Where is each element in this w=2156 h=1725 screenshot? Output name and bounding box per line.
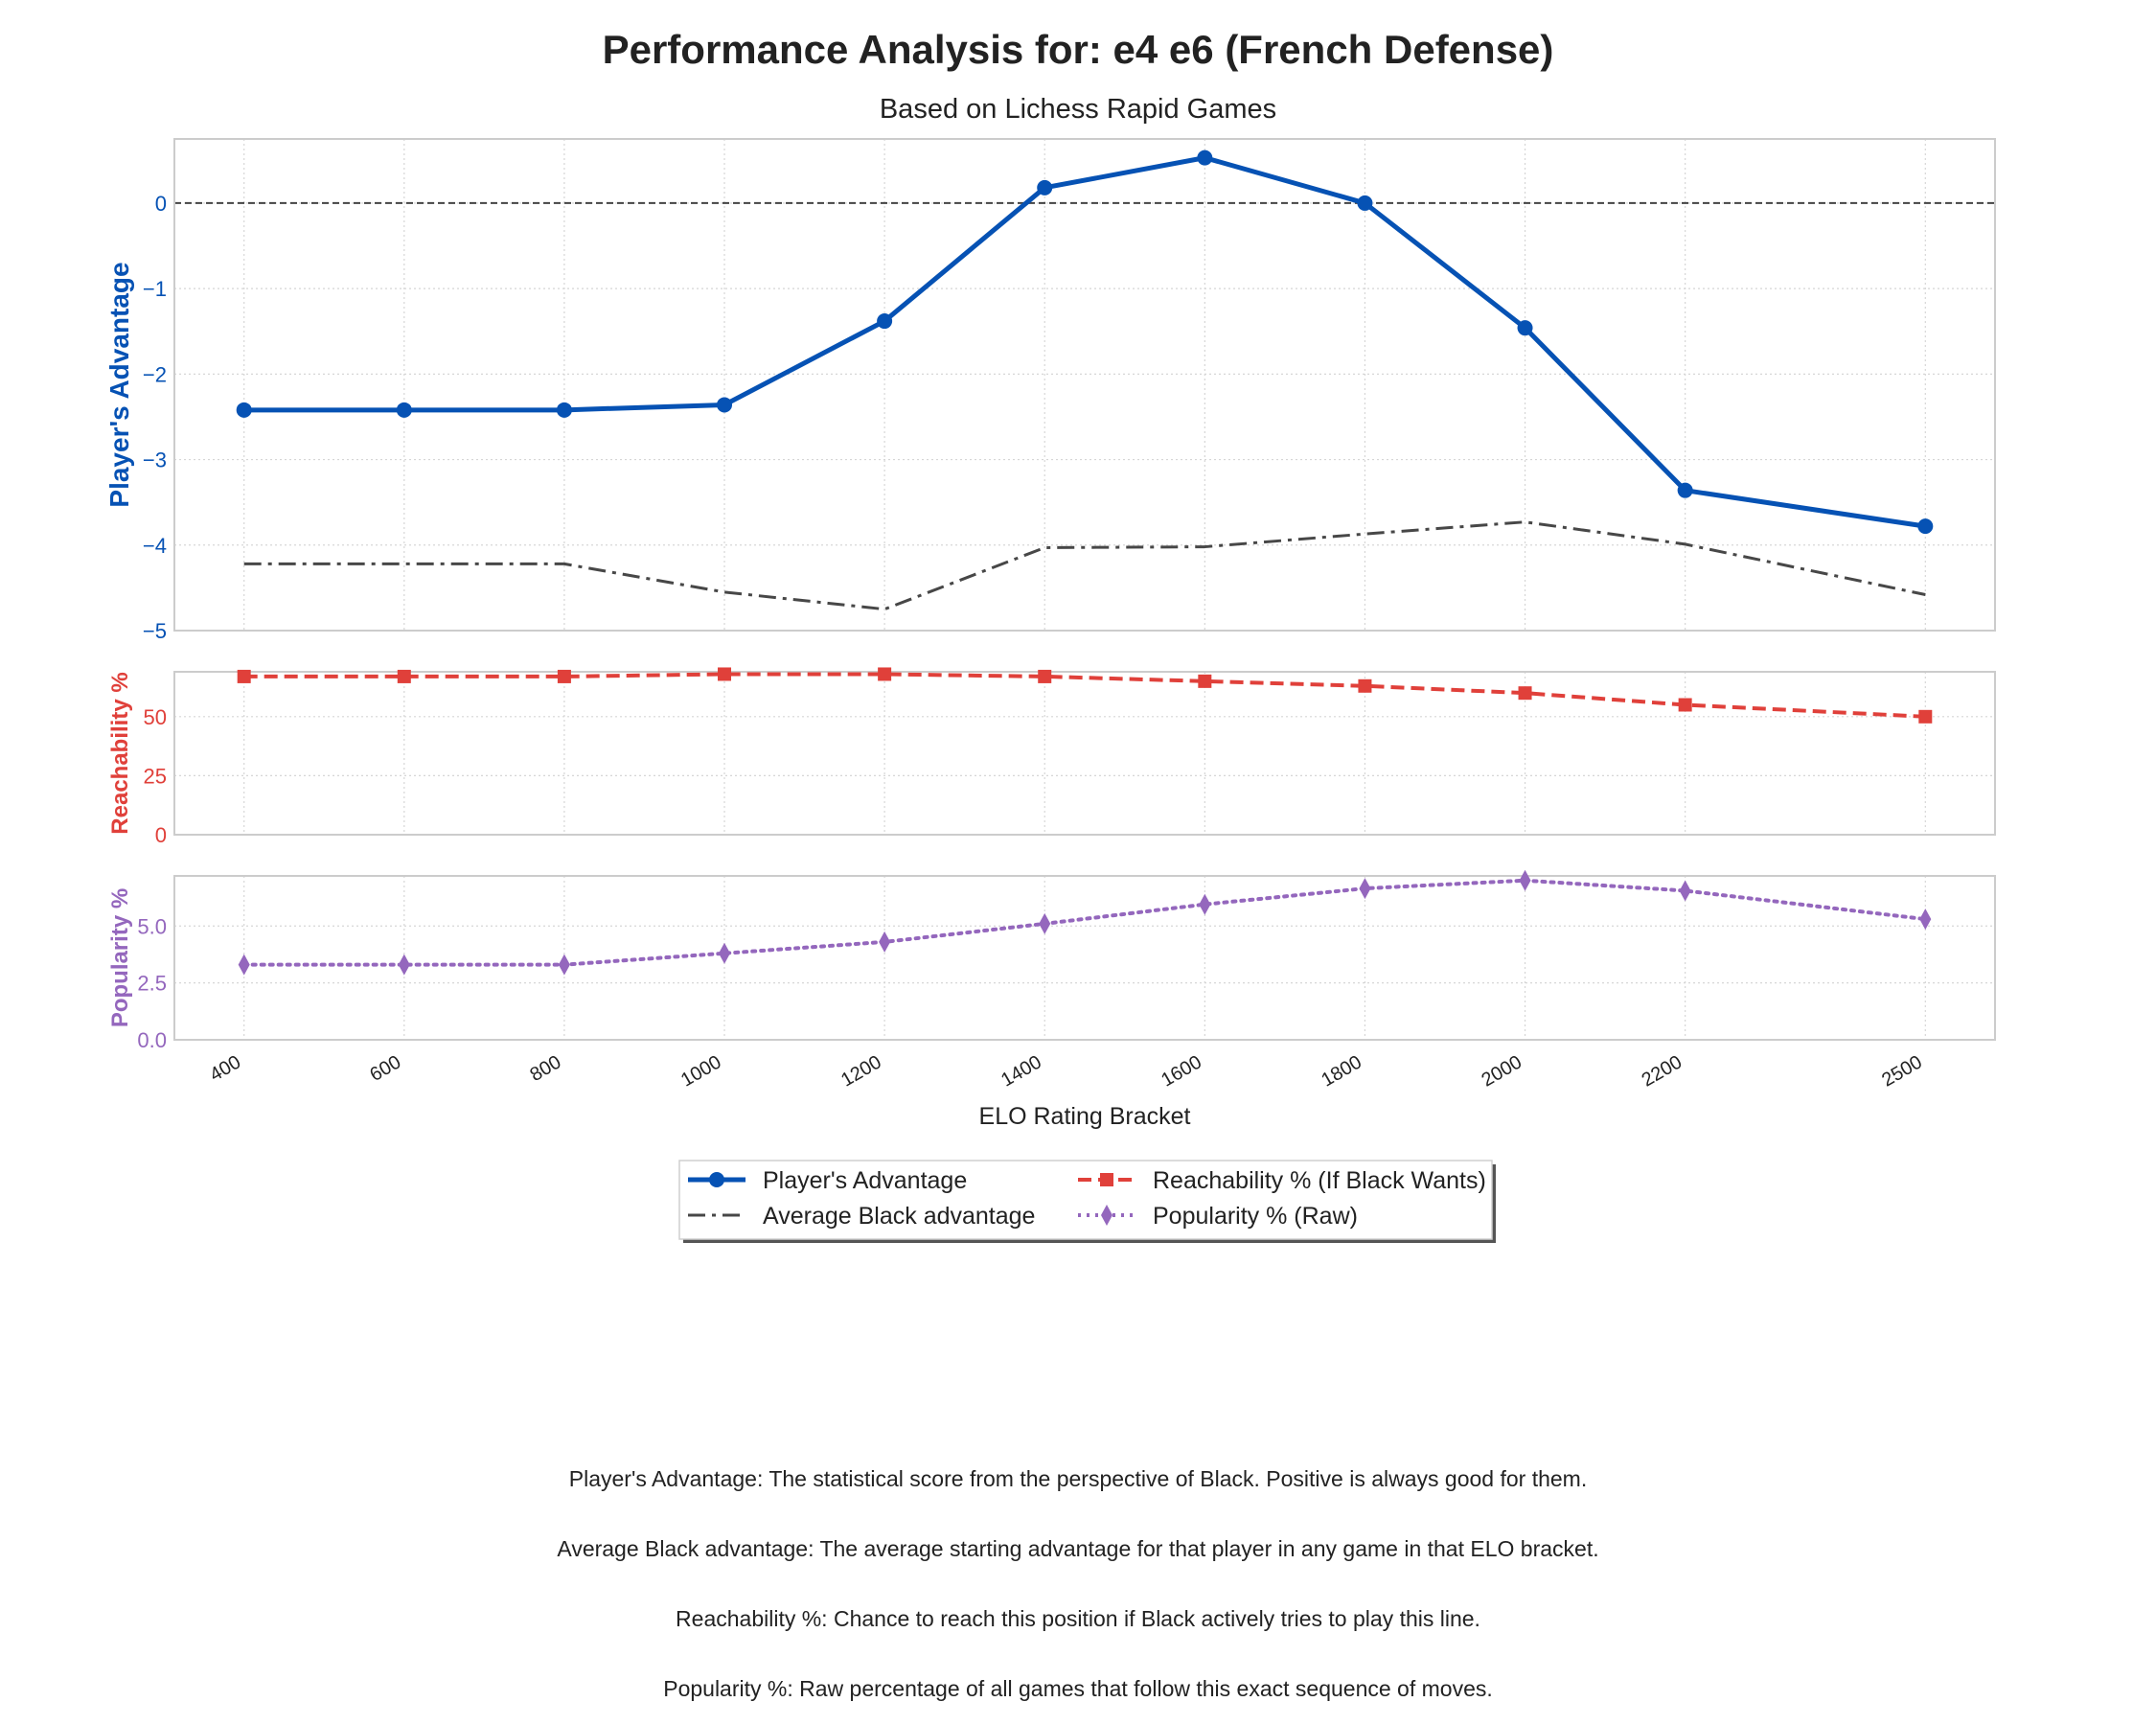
note-popularity: Popularity %: Raw percentage of all game… (663, 1676, 1493, 1701)
data-point (1357, 195, 1373, 211)
data-point (1039, 912, 1051, 934)
data-point (237, 669, 251, 683)
chart-subtitle: Based on Lichess Rapid Games (879, 94, 1277, 125)
x-tick-label: 400 (206, 1051, 244, 1086)
legend-marker (1101, 1205, 1112, 1226)
y-tick-label: −1 (143, 277, 167, 301)
plot-frame (173, 875, 1996, 1041)
data-point (556, 402, 572, 418)
data-point (1038, 669, 1052, 683)
data-point (719, 942, 731, 964)
data-point (1197, 150, 1213, 166)
data-point (1519, 869, 1531, 891)
x-tick-label: 2200 (1639, 1051, 1686, 1091)
note-players-advantage: Player's Advantage: The statistical scor… (568, 1466, 1588, 1491)
x-tick-label: 1800 (1318, 1051, 1365, 1091)
legend-label: Popularity % (Raw) (1153, 1203, 1358, 1230)
y-tick-label: 50 (144, 705, 167, 729)
data-point (878, 667, 892, 681)
legend-label: Average Black advantage (763, 1203, 1035, 1230)
data-point (557, 669, 571, 683)
plot-frame (173, 671, 1996, 836)
series-line (243, 520, 1926, 611)
x-tick-label: 1600 (1158, 1051, 1205, 1091)
series-line (243, 155, 1926, 529)
legend-label: Player's Advantage (763, 1167, 967, 1194)
y-tick-label: −2 (143, 362, 167, 386)
data-point (718, 667, 732, 681)
data-point (877, 313, 893, 330)
legend-label: Reachability % (If Black Wants) (1153, 1167, 1486, 1194)
plot-frame (173, 138, 1996, 632)
y-tick-label: 0 (155, 823, 167, 847)
data-point (717, 397, 733, 413)
data-point (1037, 179, 1053, 196)
data-point (1919, 908, 1932, 931)
legend-box (678, 1160, 1493, 1240)
x-tick-label: 800 (527, 1051, 565, 1086)
data-point (1677, 482, 1693, 498)
y-tick-label: 0.0 (137, 1028, 167, 1052)
data-point (1918, 709, 1933, 724)
data-point (236, 402, 252, 418)
y-axis-label: Popularity % (107, 888, 133, 1027)
y-tick-label: −3 (143, 448, 167, 472)
x-tick-label: 1400 (998, 1051, 1045, 1091)
data-point (1359, 878, 1371, 900)
x-axis-label: ELO Rating Bracket (979, 1103, 1191, 1130)
x-tick-label: 1000 (677, 1051, 725, 1091)
y-tick-label: −4 (143, 534, 167, 558)
x-tick-label: 2500 (1878, 1051, 1926, 1091)
data-point (396, 402, 412, 418)
y-tick-label: 25 (144, 764, 167, 788)
data-point (1199, 893, 1211, 915)
data-point (1679, 880, 1691, 902)
x-tick-label: 600 (366, 1051, 404, 1086)
legend-marker (709, 1172, 724, 1187)
data-point (558, 954, 570, 976)
legend: Player's Advantage Reachability % (If Bla… (678, 1160, 1496, 1243)
data-point (1198, 674, 1212, 688)
note-average-black-advantage: Average Black advantage: The average sta… (557, 1536, 1599, 1561)
chart-title: Performance Analysis for: e4 e6 (French … (602, 27, 1554, 72)
series-line (241, 878, 1928, 967)
x-tick-label: 1200 (837, 1051, 885, 1091)
data-point (1518, 686, 1532, 701)
y-tick-label: −5 (143, 619, 167, 643)
chart-svg: 0 −1 −2 −3 −4 −5 Player's Advantage 0 25 50 Reacha… (104, 138, 1996, 1243)
y-axis-label: Reachability % (107, 672, 133, 834)
series-line (243, 672, 1926, 719)
note-reachability: Reachability %: Chance to reach this pos… (676, 1606, 1480, 1631)
data-point (398, 954, 410, 976)
y-axis-label: Player's Advantage (104, 262, 134, 507)
y-tick-label: 5.0 (137, 914, 167, 938)
data-point (238, 954, 250, 976)
panel-1: 0 −1 −2 −3 −4 −5 Player's Advantage (104, 138, 1996, 643)
legend-marker (1100, 1173, 1113, 1186)
y-tick-label: 0 (155, 192, 167, 216)
data-point (1917, 518, 1934, 535)
data-point (1358, 678, 1372, 693)
data-point (1678, 698, 1692, 712)
data-point (1517, 320, 1533, 336)
data-point (397, 669, 411, 683)
x-tick-label: 2000 (1479, 1051, 1526, 1091)
panel-2: 0 25 50 Reachability % (107, 667, 1996, 847)
data-point (879, 931, 891, 953)
y-tick-label: 2.5 (137, 972, 167, 996)
